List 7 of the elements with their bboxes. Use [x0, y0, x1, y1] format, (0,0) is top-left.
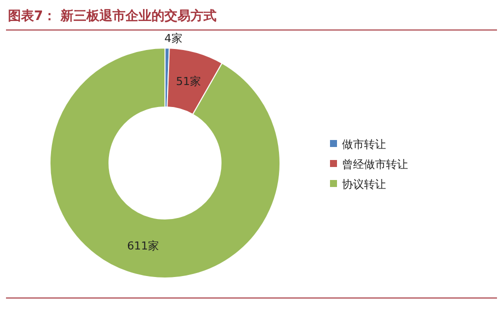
legend-label: 做市转让 — [342, 138, 386, 151]
legend-label: 协议转让 — [342, 178, 386, 191]
legend-label: 曾经做市转让 — [342, 158, 408, 171]
data-label: 51家 — [176, 74, 201, 88]
data-label: 4家 — [164, 32, 182, 46]
data-label: 611家 — [127, 240, 160, 253]
chart-title: 图表7： 新三板退市企业的交易方式 — [8, 8, 217, 24]
